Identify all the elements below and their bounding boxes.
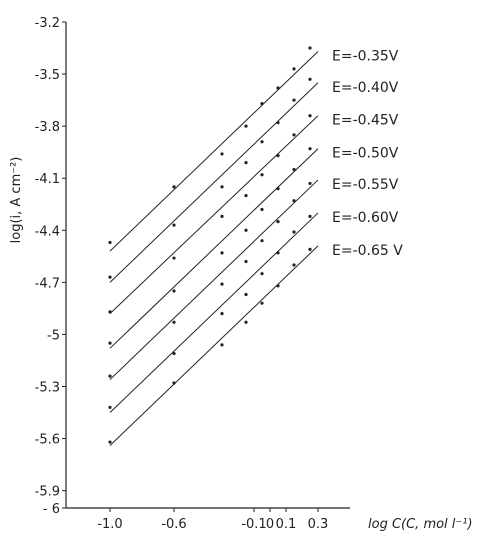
data-point	[172, 185, 176, 189]
series-fit-line	[109, 82, 319, 283]
series-fit-line	[109, 148, 319, 349]
series-lines	[109, 51, 319, 446]
data-point	[308, 247, 312, 251]
y-tick-label: -3.5	[35, 68, 60, 83]
series-label: E=-0.35V	[332, 49, 399, 65]
data-point	[308, 46, 312, 50]
y-tick-label: -3.8	[35, 120, 60, 135]
data-point	[108, 405, 112, 409]
data-point	[108, 275, 112, 279]
y-tick-label: -3.2	[35, 16, 60, 31]
x-tick-label: 0	[266, 517, 274, 532]
data-point	[108, 440, 112, 444]
data-point	[260, 272, 264, 276]
data-point	[292, 199, 296, 203]
series-label: E=-0.60V	[332, 210, 399, 226]
x-axis-label: log C(C, mol l⁻¹)	[368, 517, 473, 532]
data-point	[220, 312, 224, 316]
data-point	[220, 214, 224, 218]
data-point	[260, 140, 264, 144]
data-point	[276, 284, 280, 288]
data-point	[220, 343, 224, 347]
data-point	[172, 381, 176, 385]
series-label: E=-0.45V	[332, 113, 399, 129]
data-point	[220, 152, 224, 156]
data-point	[308, 181, 312, 186]
data-point	[308, 147, 312, 151]
data-point	[108, 240, 112, 245]
data-point	[172, 256, 176, 260]
data-point	[292, 98, 296, 102]
data-point	[244, 320, 248, 324]
data-point	[244, 124, 248, 128]
series-label: E=-0.40V	[332, 80, 399, 96]
data-point	[260, 207, 264, 212]
data-point	[172, 223, 176, 227]
data-point	[172, 289, 176, 293]
data-point	[308, 214, 312, 218]
data-point	[172, 351, 176, 356]
data-point	[308, 114, 312, 118]
series-label: E=-0.50V	[332, 146, 399, 162]
data-point	[172, 320, 176, 324]
series-labels: E=-0.35V E=-0.40V E=-0.45V E=-0.50V E=-0.55V…	[332, 49, 403, 259]
y-tick-label: -5	[47, 328, 60, 343]
data-point	[276, 187, 280, 191]
x-tick-label: -0.6	[161, 517, 186, 532]
data-point	[308, 77, 312, 81]
data-point	[244, 193, 248, 198]
y-tick-label: -4.1	[35, 172, 60, 187]
data-point	[244, 259, 248, 264]
data-point	[108, 374, 112, 378]
data-point	[260, 301, 264, 305]
data-point	[220, 185, 224, 189]
data-point	[276, 154, 280, 158]
data-point	[276, 86, 280, 90]
data-point	[108, 310, 112, 314]
y-tick-label: - 6	[43, 502, 60, 517]
data-point	[244, 292, 248, 297]
y-tick-label: -5.3	[35, 381, 60, 396]
data-point	[260, 173, 264, 177]
data-point	[292, 167, 296, 172]
data-point	[220, 282, 224, 286]
data-point	[276, 220, 280, 224]
data-point	[292, 263, 296, 267]
x-tick-label: 0.3	[308, 517, 329, 532]
data-point	[244, 228, 248, 232]
series-label: E=-0.55V	[332, 177, 399, 193]
data-point	[108, 341, 112, 345]
data-point	[276, 121, 280, 125]
y-tick-label: -4.7	[35, 276, 60, 291]
data-point	[260, 239, 264, 243]
y-tick-label: -5.6	[35, 433, 60, 448]
x-tick-label: 0.1	[276, 517, 297, 532]
axes	[65, 22, 350, 509]
series-fit-line	[109, 212, 319, 413]
data-point	[292, 67, 296, 71]
data-point	[292, 230, 296, 234]
ticks: -3.2 -3.5 -3.8 -4.1 -4.4 -4.7 -5 -5.3 -5.6 -5.9 - …	[35, 16, 329, 532]
x-tick-label: -1.0	[97, 517, 122, 532]
y-axis-label: log(i, A cm⁻²)	[9, 157, 24, 244]
series-label: E=-0.65 V	[332, 243, 403, 259]
series-fit-line	[109, 115, 319, 314]
x-tick-label: -0.1	[241, 517, 266, 532]
y-tick-label: -5.9	[35, 485, 60, 500]
data-point	[244, 160, 248, 165]
data-point	[220, 251, 224, 255]
series-fit-line	[109, 245, 319, 446]
data-point	[276, 251, 280, 255]
data-point	[260, 101, 264, 106]
y-tick-label: -4.4	[35, 224, 60, 239]
series-fit-line	[109, 51, 319, 252]
data-point	[292, 133, 296, 137]
series-fit-line	[109, 179, 319, 380]
data-points	[108, 46, 312, 444]
